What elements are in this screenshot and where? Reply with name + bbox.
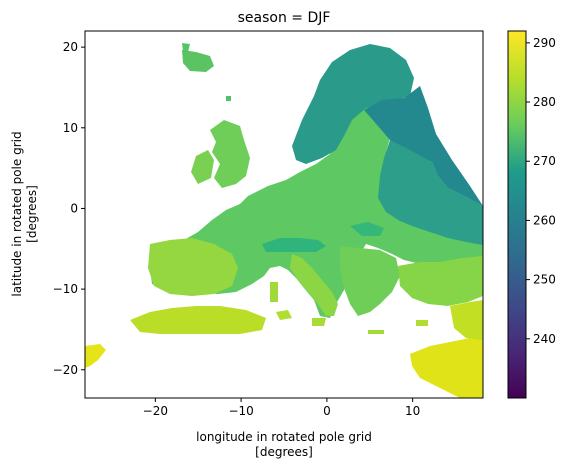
y-tick-label: 20 <box>63 40 78 54</box>
y-axis-label-line2: [degrees] <box>25 185 39 243</box>
y-tick-label: 10 <box>63 121 78 135</box>
map-area <box>85 43 483 398</box>
land-east-europe <box>378 140 483 245</box>
plot-title: season = DJF <box>238 10 331 26</box>
land-british-isles <box>210 120 250 188</box>
colorbar-tick-label: 260 <box>533 213 556 227</box>
land-north-africa <box>130 306 266 334</box>
colorbar-tick-label: 240 <box>533 332 556 346</box>
x-tick-label: −20 <box>143 404 168 418</box>
colorbar <box>507 30 527 399</box>
colorbar-tick-label: 290 <box>533 36 556 50</box>
colorbar-tick-label: 250 <box>533 273 556 287</box>
land-scandinavia <box>292 44 414 164</box>
land-iceland <box>182 43 190 52</box>
land-cyprus <box>416 320 428 326</box>
x-axis-ticks: −20 −10 0 10 <box>143 398 420 418</box>
x-axis-label-line2: [degrees] <box>255 445 313 459</box>
axes-frame <box>84 30 484 399</box>
land-levant <box>450 300 483 340</box>
land-carpathians <box>350 222 384 236</box>
colorbar-tick-label: 270 <box>533 154 556 168</box>
land-alps <box>262 238 326 252</box>
colorbar-tick-label: 280 <box>533 95 556 109</box>
y-tick-label: −10 <box>53 282 78 296</box>
x-tick-label: 0 <box>323 404 331 418</box>
land-corsica-sardinia <box>270 282 278 302</box>
land-finland-russia-north <box>364 86 483 206</box>
land-sw-africa-edge <box>85 344 106 368</box>
land-middle-east <box>410 336 483 398</box>
land-anatolia-main <box>398 256 483 306</box>
x-tick-label: −10 <box>228 404 253 418</box>
land-crete <box>368 330 384 334</box>
land-italy <box>290 254 338 316</box>
land-ireland <box>191 150 214 184</box>
colorbar-ticks: 240 250 260 270 280 290 <box>526 36 556 346</box>
land-balkans <box>340 246 400 316</box>
y-axis-ticks: −20 −10 0 10 20 <box>53 40 85 377</box>
y-tick-label: −20 <box>53 363 78 377</box>
x-tick-label: 10 <box>405 404 420 418</box>
land-iberia <box>148 238 238 296</box>
land-sicily <box>312 318 326 326</box>
land-islands-north <box>226 96 231 101</box>
land-greenland-fragment <box>182 50 214 72</box>
y-tick-label: 0 <box>70 201 78 215</box>
x-axis-label-line1: longitude in rotated pole grid <box>196 430 372 444</box>
land-north-africa-coast-east <box>276 310 292 320</box>
y-axis-label-line1: latitude in rotated pole grid <box>10 131 24 296</box>
